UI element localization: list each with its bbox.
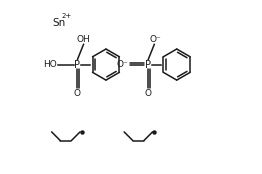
Text: O: O (74, 89, 81, 98)
Text: O⁻: O⁻ (117, 60, 128, 69)
Text: OH: OH (77, 35, 90, 44)
Text: P: P (145, 60, 151, 70)
Text: 2+: 2+ (61, 13, 72, 19)
Text: Sn: Sn (52, 18, 66, 28)
Text: O⁻: O⁻ (149, 35, 161, 44)
Text: P: P (74, 60, 80, 70)
Text: O: O (145, 89, 152, 98)
Text: HO: HO (43, 60, 57, 69)
